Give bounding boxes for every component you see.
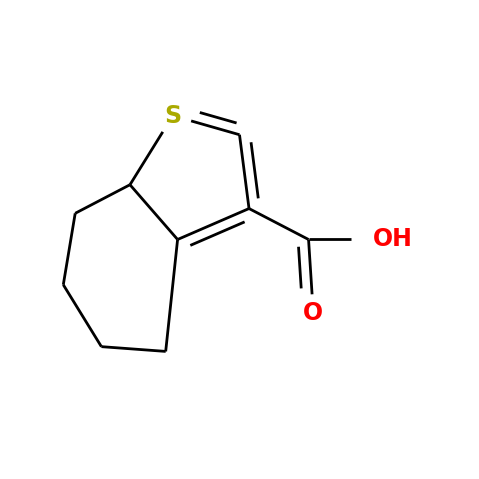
- Text: OH: OH: [373, 228, 413, 251]
- Text: S: S: [164, 103, 182, 128]
- Text: O: O: [303, 301, 323, 325]
